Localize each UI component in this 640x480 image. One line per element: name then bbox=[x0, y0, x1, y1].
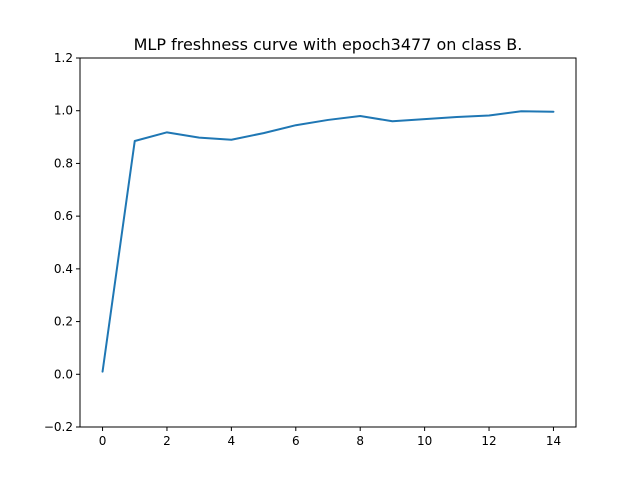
x-axis: 0 2 4 6 8 10 12 14 bbox=[99, 427, 561, 448]
y-tick-label: −0.2 bbox=[44, 420, 73, 434]
x-tick-label: 6 bbox=[292, 434, 300, 448]
x-tick-label: 4 bbox=[228, 434, 236, 448]
plot-area bbox=[101, 110, 555, 373]
y-tick-label: 1.2 bbox=[54, 51, 73, 65]
x-tick-label: 0 bbox=[99, 434, 107, 448]
y-tick-label: 0.8 bbox=[54, 156, 73, 170]
x-tick-label: 10 bbox=[417, 434, 432, 448]
series-line bbox=[101, 110, 555, 373]
axes-frame bbox=[79, 57, 577, 428]
y-tick-label: 0.2 bbox=[54, 315, 73, 329]
y-tick-label: 0.6 bbox=[54, 209, 73, 223]
chart-title: MLP freshness curve with epoch3477 on cl… bbox=[134, 35, 523, 54]
y-tick-label: 0.4 bbox=[54, 262, 73, 276]
x-tick-label: 8 bbox=[356, 434, 364, 448]
y-axis: −0.2 0.0 0.2 0.4 0.6 0.8 1.0 1.2 bbox=[44, 51, 80, 434]
x-tick-label: 2 bbox=[163, 434, 171, 448]
x-tick-label: 14 bbox=[546, 434, 561, 448]
y-tick-label: 1.0 bbox=[54, 104, 73, 118]
x-tick-label: 12 bbox=[481, 434, 496, 448]
y-tick-label: 0.0 bbox=[54, 367, 73, 381]
